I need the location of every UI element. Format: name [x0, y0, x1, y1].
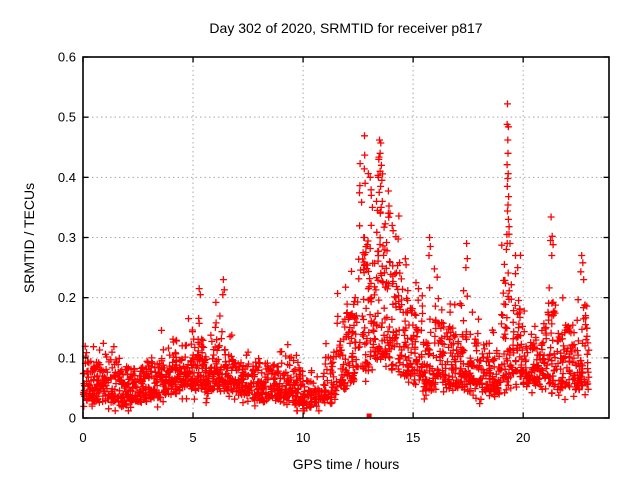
x-tick-label: 5 — [189, 430, 196, 445]
x-axis-label: GPS time / hours — [292, 456, 400, 472]
y-tick-label: 0.4 — [58, 170, 76, 185]
data-points-srmtid — [79, 100, 593, 415]
x-tick-label: 15 — [406, 430, 420, 445]
y-tick-label: 0.1 — [58, 350, 76, 365]
chart-title: Day 302 of 2020, SRMTID for receiver p81… — [209, 20, 483, 36]
zero-value-square-marker — [366, 413, 372, 419]
y-tick-label: 0.3 — [58, 230, 76, 245]
x-tick-label: 10 — [296, 430, 310, 445]
y-tick-label: 0 — [69, 411, 76, 426]
x-tick-label: 0 — [79, 430, 86, 445]
x-tick-label: 20 — [516, 430, 530, 445]
y-tick-label: 0.5 — [58, 110, 76, 125]
y-tick-label: 0.6 — [58, 50, 76, 65]
y-tick-label: 0.2 — [58, 290, 76, 305]
